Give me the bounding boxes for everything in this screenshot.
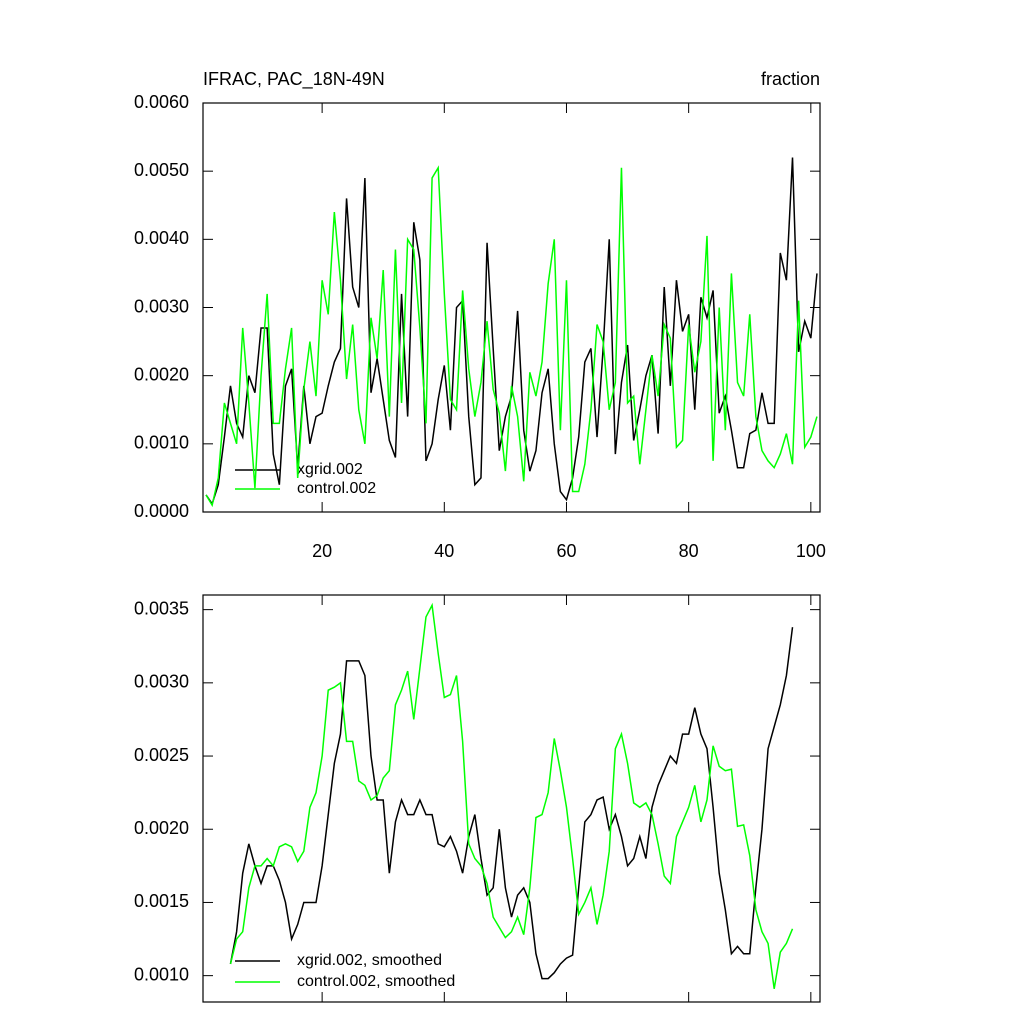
y-tick-label: 0.0010 [134,964,189,984]
y-tick-label: 0.0030 [134,672,189,692]
y-tick-label: 0.0020 [134,818,189,838]
legend-label: control.002 [297,480,376,497]
legend-label: control.002, smoothed [297,973,455,990]
y-tick-label: 0.0010 [134,433,189,453]
series-line [229,602,794,989]
y-tick-label: 0.0060 [134,92,189,112]
y-tick-label: 0.0025 [134,745,189,765]
units-label: fraction [761,69,820,89]
y-tick-label: 0.0030 [134,296,189,316]
y-tick-label: 0.0000 [134,501,189,521]
series-line [205,157,818,506]
x-tick-label: 20 [312,541,332,561]
x-tick-label: 100 [796,541,826,561]
x-tick-label: 60 [556,541,576,561]
series-line [229,627,794,980]
x-tick-label: 40 [434,541,454,561]
y-tick-label: 0.0020 [134,364,189,384]
x-tick-label: 80 [679,541,699,561]
chart-title: IFRAC, PAC_18N-49N [203,69,385,90]
y-tick-label: 0.0035 [134,598,189,618]
legend-label: xgrid.002 [297,461,363,478]
series-line [205,165,818,508]
y-tick-label: 0.0050 [134,160,189,180]
plot-frame [202,594,821,1003]
y-tick-label: 0.0040 [134,228,189,248]
plot-frame [202,102,821,513]
y-tick-label: 0.0015 [134,891,189,911]
legend-label: xgrid.002, smoothed [297,952,442,969]
